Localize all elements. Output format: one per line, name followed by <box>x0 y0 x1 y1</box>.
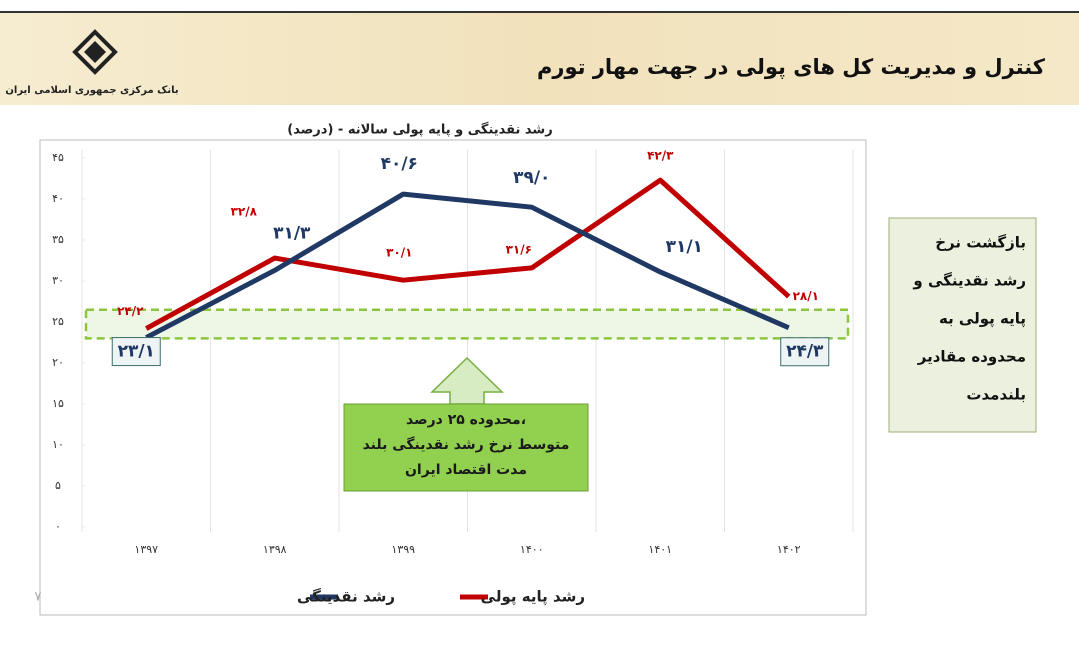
x-tick-label: ۱۳۹۸ <box>263 543 287 556</box>
legend-label: رشد نقدینگی <box>297 588 395 606</box>
annotation-text: محدوده ۲۵ درصد، <box>406 412 526 428</box>
value-label-box <box>111 337 161 367</box>
value-label: ۳۱/۳ <box>273 223 311 243</box>
bank-name: بانک مرکزی جمهوری اسلامی ایران <box>5 85 178 96</box>
side-note-line: بلندمدت <box>966 386 1026 404</box>
series-line <box>145 191 790 340</box>
y-tick-label: ۰ <box>55 520 61 533</box>
value-label: ۲۳/۱ <box>118 342 155 362</box>
reference-band <box>84 308 850 340</box>
y-tick-label: ۱۵ <box>52 397 64 410</box>
value-label: ۲۴/۲ <box>117 304 144 318</box>
value-label: ۳۲/۸ <box>231 205 258 219</box>
side-note-box <box>888 217 1037 433</box>
y-tick-label: ۱۰ <box>52 438 64 451</box>
side-note-line: پایه پولی به <box>939 310 1026 329</box>
annotation-text: متوسط نرخ رشد نقدینگی بلند <box>363 436 570 453</box>
chart-title: رشد نقدینگی و پایه پولی سالانه - (درصد) <box>287 122 552 138</box>
x-tick-label: ۱۳۹۹ <box>391 543 415 556</box>
y-tick-label: ۳۰ <box>52 274 64 287</box>
top-strip <box>0 0 1079 12</box>
value-label: ۲۴/۳ <box>786 342 824 362</box>
x-tick-label: ۱۴۰۲ <box>777 543 801 556</box>
header-title: کنترل و مدیریت کل های پولی در جهت مهار ت… <box>537 55 1046 79</box>
header-band <box>0 13 1079 105</box>
y-tick-label: ۲۰ <box>52 356 64 369</box>
y-tick-label: ۴۵ <box>52 151 64 164</box>
x-tick-label: ۱۳۹۷ <box>134 543 158 556</box>
value-label: ۴۰/۶ <box>381 154 418 174</box>
value-label-box <box>780 337 830 367</box>
y-tick-label: ۴۰ <box>52 192 64 205</box>
value-label: ۴۲/۳ <box>647 149 674 163</box>
annotation-text: مدت اقتصاد ایران <box>405 462 527 478</box>
side-note-line: محدوده مقادیر <box>917 348 1026 366</box>
y-tick-label: ۳۵ <box>52 233 64 246</box>
page-number: ۷ <box>35 590 42 605</box>
value-label: ۳۱/۶ <box>506 242 532 256</box>
side-note-line: بازگشت نرخ <box>935 234 1026 252</box>
x-tick-label: ۱۴۰۱ <box>648 543 672 556</box>
side-note-line: رشد نقدینگی و <box>912 272 1026 290</box>
value-label: ۳۰/۱ <box>386 246 412 260</box>
value-label: ۲۸/۱ <box>793 289 819 303</box>
series-line <box>145 177 791 331</box>
legend-label: رشد پایه پولی <box>481 588 585 607</box>
annotation-box <box>343 403 589 492</box>
x-tick-label: ۱۴۰۰ <box>520 543 544 556</box>
value-label: ۳۹/۰ <box>513 168 550 188</box>
y-tick-label: ۲۵ <box>52 315 64 328</box>
y-tick-label: ۵ <box>55 479 61 492</box>
value-label: ۳۱/۱ <box>666 237 703 257</box>
logo <box>72 29 118 75</box>
